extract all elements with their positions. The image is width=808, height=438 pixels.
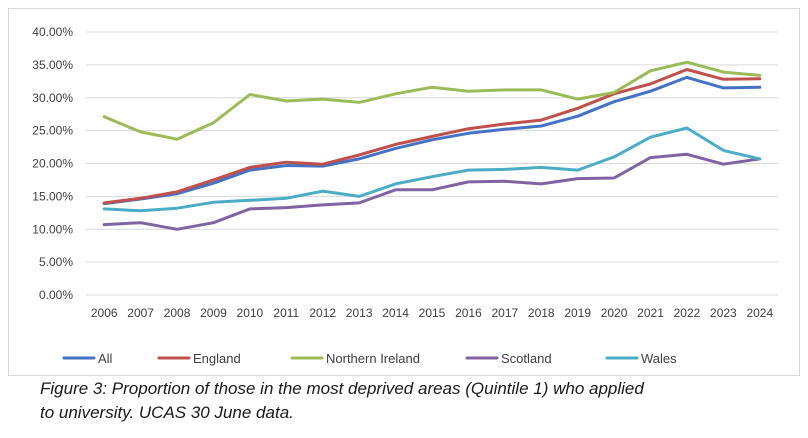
legend-label-all: All bbox=[98, 351, 113, 366]
x-tick-label: 2010 bbox=[237, 306, 264, 320]
series-line-england bbox=[102, 68, 762, 205]
y-tick-label: 25.00% bbox=[32, 124, 73, 138]
figure-caption: Figure 3: Proportion of those in the mos… bbox=[40, 377, 780, 425]
x-tick-label: 2007 bbox=[127, 306, 154, 320]
y-tick-label: 30.00% bbox=[32, 91, 73, 105]
x-tick-label: 2024 bbox=[746, 306, 773, 320]
y-tick-label: 20.00% bbox=[32, 157, 73, 171]
y-tick-label: 35.00% bbox=[32, 58, 73, 72]
x-tick-label: 2019 bbox=[564, 306, 591, 320]
series-line-wales bbox=[102, 126, 762, 213]
caption-line-2: to university. UCAS 30 June data. bbox=[40, 403, 294, 422]
x-tick-label: 2021 bbox=[637, 306, 664, 320]
x-tick-label: 2014 bbox=[382, 306, 409, 320]
series-line-all bbox=[102, 75, 762, 206]
y-tick-label: 5.00% bbox=[39, 255, 73, 269]
y-tick-label: 40.00% bbox=[32, 25, 73, 39]
x-tick-label: 2018 bbox=[528, 306, 555, 320]
line-chart: 0.00% 5.00% 10.00% 15.00% 20.00% 25.00% 30.00%… bbox=[32, 25, 778, 366]
x-tick-label: 2012 bbox=[309, 306, 336, 320]
legend-label-wales: Wales bbox=[641, 351, 677, 366]
caption-line-1: Figure 3: Proportion of those in the mos… bbox=[40, 379, 644, 398]
x-tick-label: 2006 bbox=[91, 306, 118, 320]
x-tick-label: 2020 bbox=[601, 306, 628, 320]
series-line-scotland bbox=[102, 152, 762, 231]
x-tick-label: 2016 bbox=[455, 306, 482, 320]
x-tick-label: 2013 bbox=[346, 306, 373, 320]
legend-label-scotland: Scotland bbox=[501, 351, 552, 366]
y-tick-label: 15.00% bbox=[32, 189, 73, 203]
x-tick-label: 2008 bbox=[164, 306, 191, 320]
chart-frame: 0.00% 5.00% 10.00% 15.00% 20.00% 25.00% 30.00%… bbox=[8, 8, 800, 376]
x-tick-label: 2009 bbox=[200, 306, 227, 320]
y-tick-label: 0.00% bbox=[39, 288, 73, 302]
x-tick-label: 2011 bbox=[273, 306, 299, 320]
series-line-northern-ireland bbox=[102, 60, 762, 141]
legend-label-northern-ireland: Northern Ireland bbox=[326, 351, 420, 366]
x-tick-label: 2017 bbox=[491, 306, 518, 320]
x-tick-label: 2015 bbox=[419, 306, 446, 320]
x-tick-label: 2023 bbox=[710, 306, 737, 320]
legend-label-england: England bbox=[193, 351, 241, 366]
x-tick-label: 2022 bbox=[674, 306, 701, 320]
y-tick-label: 10.00% bbox=[32, 222, 73, 236]
